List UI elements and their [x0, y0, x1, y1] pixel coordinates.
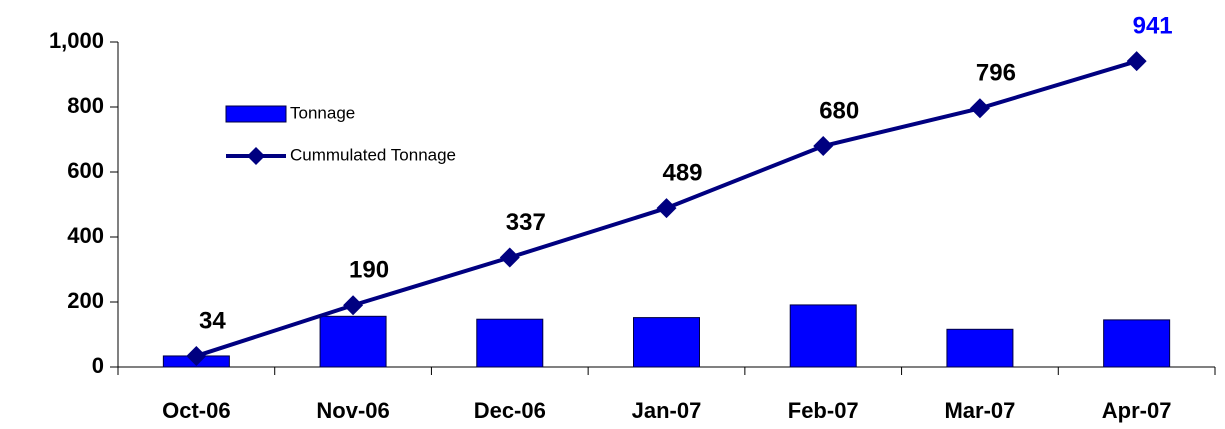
data-label: 680 [819, 97, 859, 124]
x-tick-label: Nov-06 [316, 398, 389, 423]
data-label: 34 [199, 307, 226, 334]
x-tick-label: Feb-07 [788, 398, 859, 423]
data-label: 489 [662, 159, 702, 186]
y-tick-label: 1,000 [49, 28, 104, 53]
y-tick-label: 400 [67, 223, 104, 248]
x-tick-label: Mar-07 [944, 398, 1015, 423]
marker [186, 345, 207, 366]
legend-label: Cummulated Tonnage [290, 145, 456, 164]
y-tick-label: 600 [67, 158, 104, 183]
x-tick-label: Oct-06 [162, 398, 230, 423]
marker [343, 295, 364, 316]
marker [499, 247, 520, 268]
bar [946, 328, 1014, 368]
marker [813, 136, 834, 156]
data-label: 796 [976, 60, 1016, 87]
data-label: 337 [506, 209, 546, 236]
marker [1126, 51, 1147, 72]
y-tick-label: 200 [67, 288, 104, 313]
x-tick-label: Jan-07 [632, 398, 702, 423]
bar [1103, 319, 1171, 368]
y-tick-label: 800 [67, 93, 104, 118]
x-tick-label: Dec-06 [474, 398, 546, 423]
legend-marker [247, 147, 265, 165]
legend-label: Tonnage [290, 103, 355, 122]
bar [789, 304, 857, 368]
legend-swatch [225, 105, 287, 123]
marker [656, 198, 677, 219]
marker [969, 98, 990, 119]
data-label: 190 [349, 257, 389, 284]
bar [633, 317, 700, 368]
bar [476, 318, 544, 368]
data-label: 941 [1133, 13, 1173, 40]
x-tick-label: Apr-07 [1102, 398, 1172, 423]
bar [319, 315, 387, 368]
y-tick-label: 0 [92, 353, 104, 378]
